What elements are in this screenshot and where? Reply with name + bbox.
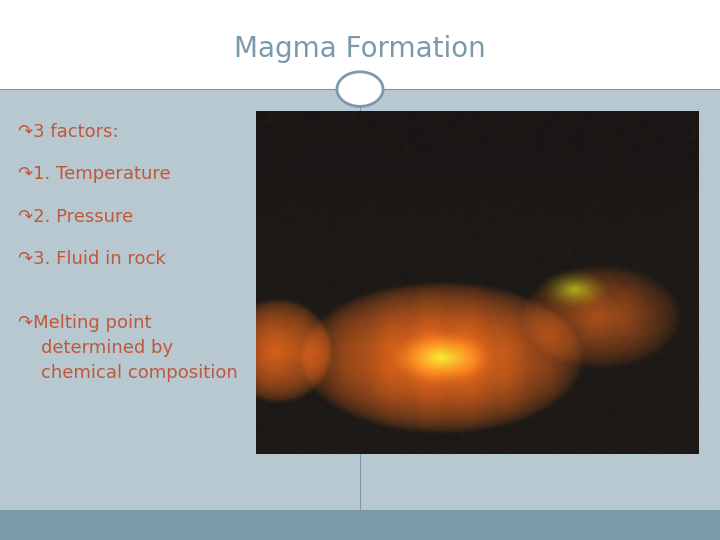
Bar <box>0 0 720 89</box>
Text: ↷Melting point
    determined by
    chemical composition: ↷Melting point determined by chemical co… <box>18 314 238 382</box>
Text: ↷3 factors:: ↷3 factors: <box>18 123 119 141</box>
Circle shape <box>337 72 383 106</box>
Bar <box>0 510 720 540</box>
Text: ↷1. Temperature: ↷1. Temperature <box>18 165 171 184</box>
Text: Magma Formation: Magma Formation <box>234 35 486 63</box>
Text: ↷3. Fluid in rock: ↷3. Fluid in rock <box>18 249 166 268</box>
Text: ↷2. Pressure: ↷2. Pressure <box>18 207 133 226</box>
